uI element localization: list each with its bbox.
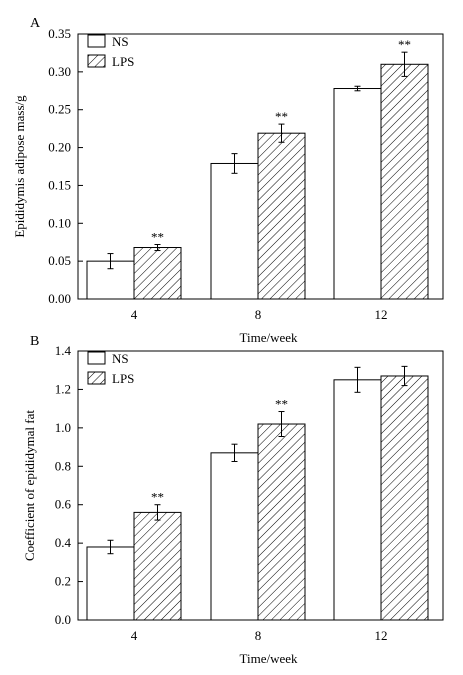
x-axis-title: Time/week (239, 651, 298, 666)
legend-swatch-lps (87, 371, 106, 385)
legend-label-ns: NS (112, 351, 129, 366)
bar-ns-12 (333, 88, 382, 300)
significance-marker: ** (151, 229, 164, 244)
bar-ns-4 (86, 260, 135, 300)
y-tick-label: 0.20 (48, 140, 71, 155)
panel-b: B 0.0 0.2 0.4 0.6 0.8 1.0 1.2 1.4 4 8 12 Time/week Co… (22, 334, 444, 666)
y-tick-label: 0.6 (55, 497, 72, 512)
y-tick-label: 0.05 (48, 253, 71, 268)
legend-swatch-lps (87, 54, 106, 68)
x-tick-label: 4 (131, 628, 138, 643)
bar-ns-8 (210, 452, 259, 621)
bar-lps-4 (133, 511, 182, 621)
y-tick-label: 0.4 (55, 535, 72, 550)
y-tick-label: 1.4 (55, 343, 72, 358)
x-tick-label: 8 (255, 628, 262, 643)
y-tick-label: 0.10 (48, 215, 71, 230)
y-axis-title: Coefficient of epididymal fat (22, 410, 37, 561)
y-tick-label: 0.00 (48, 291, 71, 306)
panel-label: B (30, 334, 39, 349)
bar-ns-4 (86, 546, 135, 621)
legend-swatch-ns (87, 351, 106, 365)
panel-label: A (30, 16, 41, 31)
legend: NS LPS (87, 351, 134, 386)
panel-a: A 0.00 0.05 0.10 0.15 0.20 0.25 0.30 0.35 4 8 12 Tim… (12, 16, 444, 345)
significance-marker: ** (151, 490, 164, 505)
bar-ns-12 (333, 379, 382, 621)
legend-label-ns: NS (112, 34, 129, 49)
bar-lps-4 (133, 247, 182, 300)
x-tick-label: 12 (375, 307, 388, 322)
bar-lps-8 (257, 423, 306, 621)
y-tick-label: 1.0 (55, 420, 71, 435)
bar-lps-8 (257, 132, 306, 300)
legend-label-lps: LPS (112, 54, 134, 69)
x-tick-label: 8 (255, 307, 262, 322)
significance-marker: ** (275, 109, 288, 124)
y-tick-label: 0.25 (48, 102, 71, 117)
bar-ns-8 (210, 162, 259, 300)
legend-swatch-ns (87, 34, 106, 48)
x-tick-label: 12 (375, 628, 388, 643)
y-tick-label: 0.35 (48, 26, 71, 41)
significance-marker: ** (398, 37, 411, 52)
y-tick-label: 0.8 (55, 458, 71, 473)
x-tick-label: 4 (131, 307, 138, 322)
legend: NS LPS (87, 34, 134, 69)
x-axis-title: Time/week (239, 330, 298, 345)
y-tick-label: 0.15 (48, 177, 71, 192)
bar-lps-12 (380, 375, 429, 621)
y-axis-title: Epididymis adipose mass/g (12, 95, 27, 238)
y-tick-label: 1.2 (55, 381, 71, 396)
y-tick-label: 0.2 (55, 574, 71, 589)
y-tick-label: 0.0 (55, 612, 71, 627)
significance-marker: ** (275, 397, 288, 412)
legend-label-lps: LPS (112, 371, 134, 386)
bar-lps-12 (380, 63, 429, 300)
y-tick-label: 0.30 (48, 64, 71, 79)
